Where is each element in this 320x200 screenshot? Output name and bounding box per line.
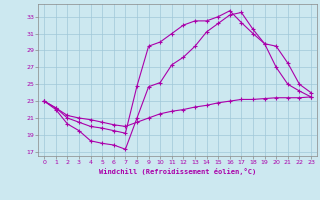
X-axis label: Windchill (Refroidissement éolien,°C): Windchill (Refroidissement éolien,°C) [99, 168, 256, 175]
